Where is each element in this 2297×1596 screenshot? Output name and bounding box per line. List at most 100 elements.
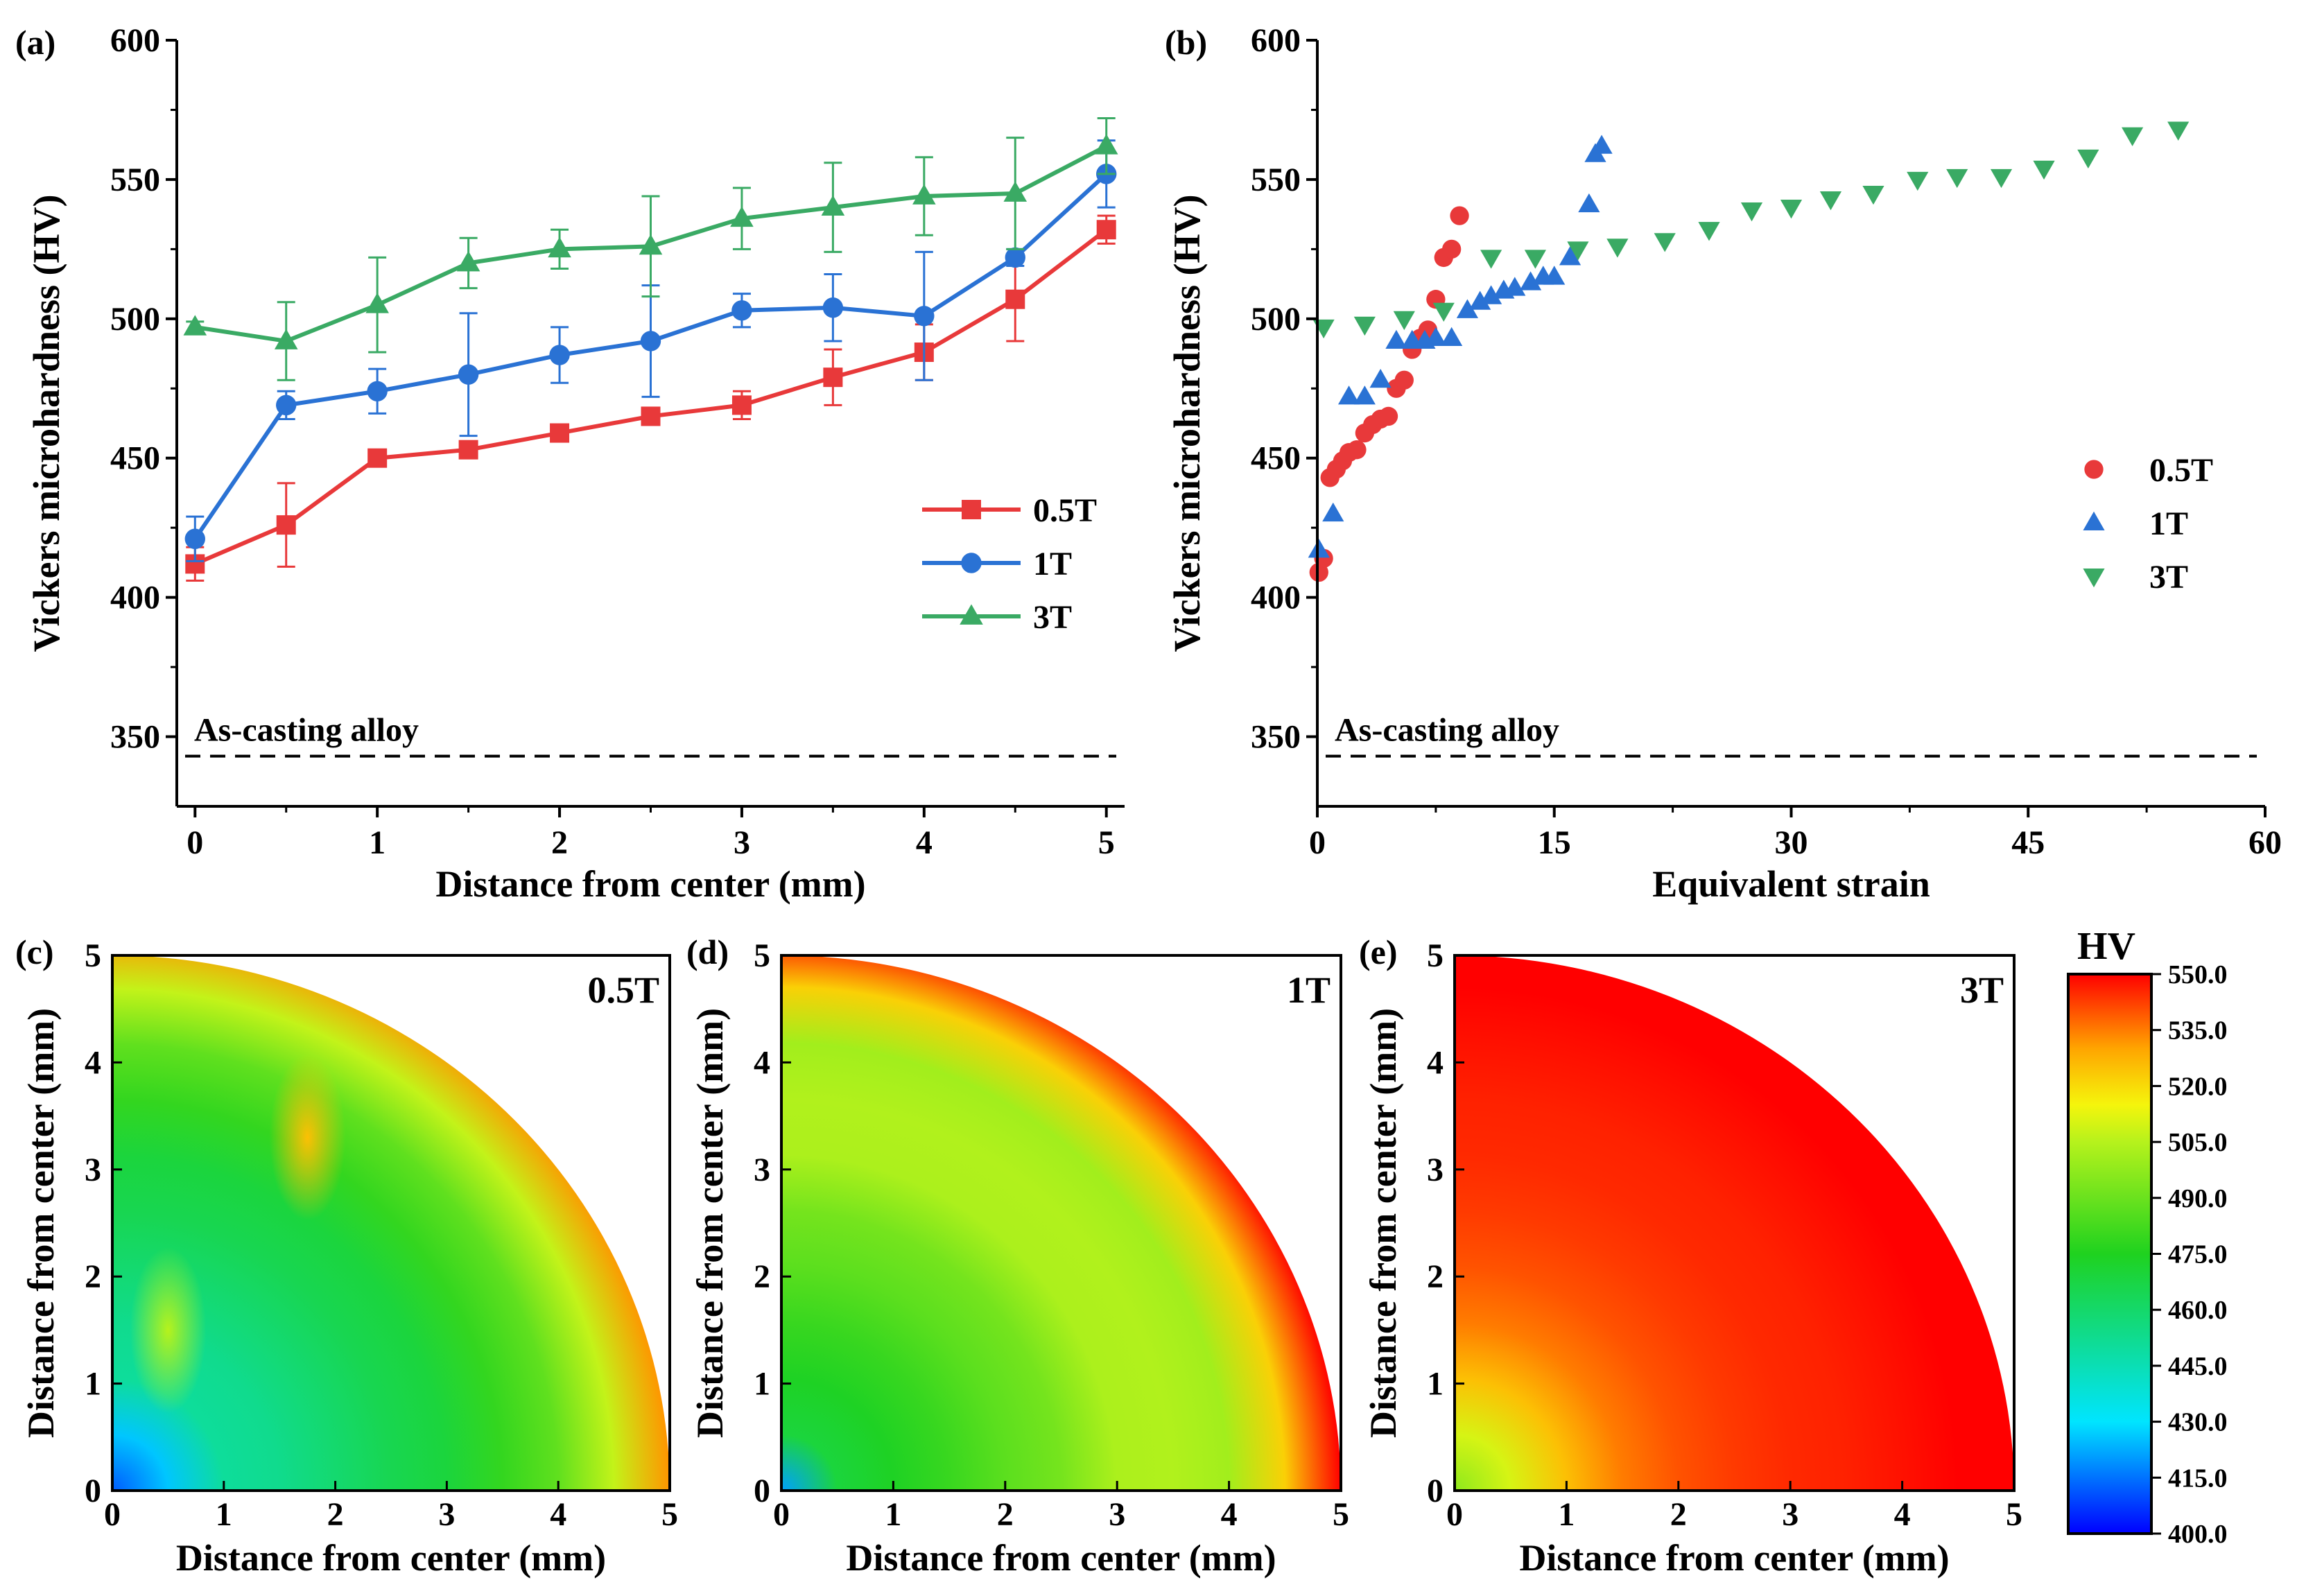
y-tick-label: 550 [110,162,160,198]
legend: 0.5T 1T 3T [2083,452,2213,596]
data-point [1378,406,1398,426]
x-tick-label: 0 [104,1496,121,1533]
legend-label: 0.5T [1033,492,1097,529]
map-tag: 3T [1960,969,2004,1011]
data-point [365,293,389,313]
data-point [1347,440,1367,460]
data-point [1519,271,1542,290]
data-point [2077,149,2099,169]
data-point [821,195,845,216]
colorbar-tick-label: 550.0 [2168,960,2228,989]
x-axis-title: Distance from center (mm) [846,1537,1276,1579]
data-point [1369,368,1392,388]
data-point [1524,250,1547,269]
legend-label: 3T [2149,559,2188,596]
colorbar-bar [2067,973,2153,1535]
x-tick-label: 3 [1782,1496,1798,1533]
data-point [1946,168,1968,189]
y-tick-label: 2 [754,1258,770,1295]
y-tick-label: 400 [1251,580,1301,616]
legend-label: 0.5T [2149,452,2213,489]
colorbar-tick-label: 535.0 [2168,1016,2228,1046]
data-point [1442,239,1462,259]
data-point [641,406,661,426]
panel-e: (e) 0 1 2 3 4 5 0 1 2 3 4 5 Distance from center (mm)… [1359,933,2022,1579]
data-point [1567,241,1589,261]
heatmap-area [1455,955,2014,1491]
x-tick-label: 2 [327,1496,344,1533]
panel-a: (a) As-casting alloy 350 400 450 500 550 600 0 1 2… [15,22,1125,905]
colorbar-tick-label: 445.0 [2168,1352,2228,1381]
data-point [1578,193,1600,213]
data-point [1907,171,1929,191]
data-point [550,423,570,443]
colorbar-title: HV [2077,925,2135,968]
legend-label: 1T [1033,546,1072,582]
hotspot [269,1054,346,1221]
data-point [1393,311,1415,331]
map-tag: 0.5T [587,969,659,1011]
reference-label: As-casting alloy [194,712,419,749]
y-tick-label: 3 [1427,1152,1444,1188]
data-point [456,250,480,272]
x-tick-label: 4 [550,1496,566,1533]
x-axis-title: Distance from center (mm) [435,863,865,905]
panel-b: (b) As-casting alloy 350 400 450 500 550 600 0 15… [1165,22,2282,905]
x-tick-label: 4 [1221,1496,1238,1533]
x-tick-label: 2 [1670,1496,1687,1533]
series-0.5T [185,214,1116,582]
series-0.5T [1309,206,1469,582]
y-tick-label: 0 [85,1473,101,1509]
data-point [274,329,298,349]
data-point [1096,220,1116,240]
y-tick-label: 0 [754,1473,770,1509]
x-tick-label: 2 [997,1496,1014,1533]
x-tick-label: 5 [1333,1496,1349,1533]
data-point [1385,329,1407,349]
y-tick-label: 2 [85,1258,101,1295]
x-tick-label: 1 [1558,1496,1575,1533]
colorbar-tick-label: 475.0 [2168,1240,2228,1269]
x-tick-label: 5 [661,1496,678,1533]
x-tick-label: 1 [885,1496,901,1533]
colorbar: HV 400.0 415.0 430.0 445.0 460.0 475.0 490.0 505… [2067,925,2228,1549]
data-point [2167,121,2190,141]
heatmap-area [112,955,670,1491]
data-point [1425,327,1447,346]
legend-label: 3T [1033,599,1072,636]
data-point [184,528,205,549]
series-1T [1308,135,1613,558]
data-point [1698,222,1720,241]
data-point [1543,266,1566,285]
data-point [731,300,752,321]
data-point [823,367,843,388]
y-tick-label: 5 [754,937,770,974]
y-tick-label: 1 [754,1366,770,1403]
heatmap-area [781,955,1341,1491]
data-point [640,331,661,352]
x-tick-label: 45 [2011,824,2045,861]
x-tick-label: 3 [734,824,750,861]
y-tick-label: 4 [754,1044,770,1081]
legend-marker [2083,511,2105,531]
data-point [1337,385,1360,405]
x-tick-label: 3 [1109,1496,1125,1533]
data-point [458,440,478,460]
x-tick-label: 0 [773,1496,790,1533]
data-point [2122,127,2144,146]
legend-label: 1T [2149,505,2188,542]
y-tick-label: 550 [1251,162,1301,198]
x-tick-label: 4 [1894,1496,1911,1533]
legend-marker [960,604,983,625]
y-tick-label: 500 [1251,301,1301,338]
panel-label: (c) [15,933,54,971]
y-tick-label: 500 [110,301,160,338]
data-point [1094,134,1118,155]
series-1T [184,139,1117,562]
legend-marker [2084,460,2104,479]
colorbar-tick-label: 415.0 [2168,1464,2228,1493]
data-point [1862,185,1884,205]
y-tick-label: 3 [85,1152,101,1188]
x-tick-label: 5 [1098,824,1115,861]
data-point [1590,135,1613,154]
